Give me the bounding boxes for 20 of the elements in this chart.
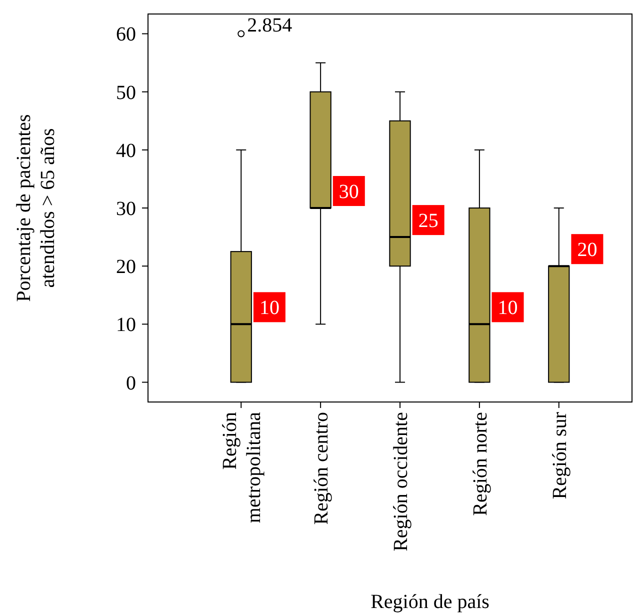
text: 25 — [418, 210, 438, 232]
y-tick-label: 30 — [116, 198, 136, 220]
text: 10 — [259, 297, 280, 320]
y-tick-label: 0 — [126, 372, 136, 394]
x-tick-label: Región metropolitana — [219, 412, 266, 524]
text: 30 — [338, 181, 359, 203]
x-tick-label: Región occidente — [390, 412, 412, 552]
y-tick-label: 40 — [116, 140, 136, 162]
text: 20 — [577, 239, 598, 262]
x-tick-label: Región norte — [469, 412, 492, 516]
y-tick-label: 50 — [116, 82, 136, 104]
y-axis-title: Porcentaje de pacientes atendidos > 65 años — [13, 114, 59, 302]
x-axis-title: Región de país — [370, 591, 490, 613]
annotation: 2.854 — [247, 14, 292, 37]
y-tick-label: 20 — [116, 256, 136, 278]
text: 10 — [498, 297, 518, 320]
x-tick-label: Región centro — [310, 412, 333, 525]
y-tick-label: 60 — [116, 24, 136, 46]
y-tick-label: 10 — [116, 314, 136, 336]
x-tick-label: Región sur — [548, 412, 571, 500]
